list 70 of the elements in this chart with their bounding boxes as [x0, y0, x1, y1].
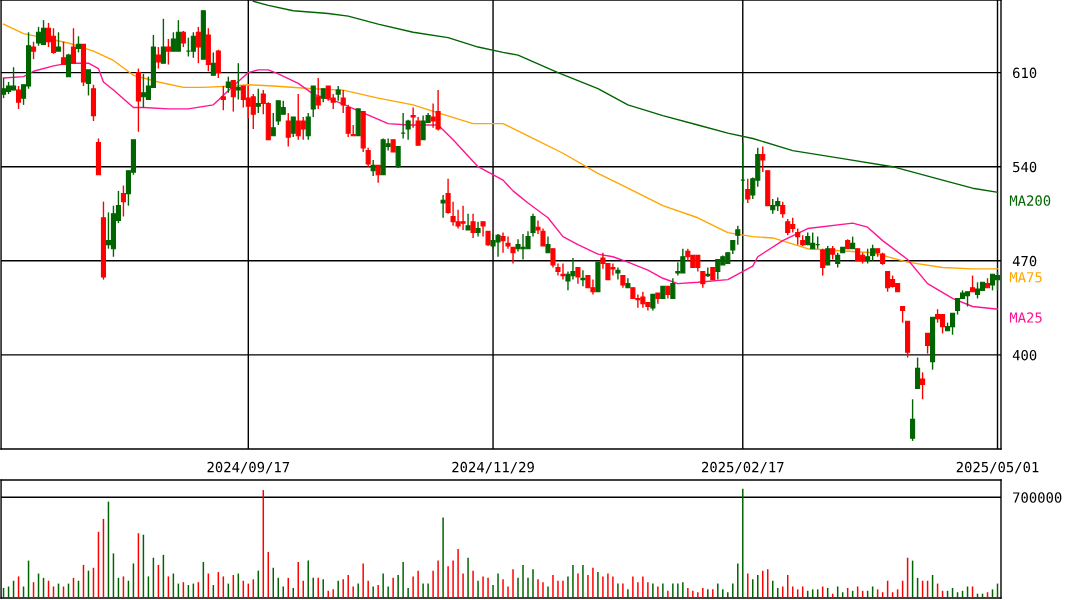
candlestick: [270, 112, 276, 137]
candlestick: [465, 213, 471, 231]
candlestick: [310, 85, 316, 118]
candlestick: [155, 46, 161, 70]
candlestick: [925, 332, 931, 355]
candlestick: [40, 19, 47, 46]
x-tick-label: 2024/09/17: [207, 461, 290, 474]
candlestick: [35, 26, 42, 47]
y-tick-label: 610: [1013, 67, 1037, 79]
candlestick: [175, 19, 181, 52]
y-tick-label: 400: [1012, 349, 1037, 361]
candlestick: [715, 258, 721, 281]
x-tick-label: 2024/11/29: [452, 461, 534, 474]
candlestick: [885, 270, 891, 293]
candlestick: [255, 88, 261, 114]
candlestick: [825, 245, 831, 266]
x-tick-label: 2025/05/01: [956, 461, 1039, 474]
candlestick: [370, 159, 376, 177]
candlestick: [70, 27, 77, 64]
candlestick: [615, 266, 621, 281]
candlestick: [215, 49, 221, 79]
y-tick-label: 540: [1013, 161, 1037, 173]
candlestick: [475, 221, 481, 238]
candlestick: [580, 269, 586, 288]
candlestick: [340, 89, 346, 114]
line-series: [2, 23, 999, 270]
candlestick: [670, 277, 676, 300]
x-tick-label: 2025/02/17: [702, 461, 784, 474]
candlestick: [915, 356, 921, 390]
candlestick: [315, 77, 321, 110]
candlestick: [920, 371, 926, 400]
candlestick: [470, 213, 476, 239]
candlestick: [210, 51, 216, 76]
candlestick: [300, 116, 306, 141]
series-label: MA25: [1009, 312, 1042, 323]
candlestick: [190, 31, 196, 59]
series-label: MA75: [1009, 272, 1042, 283]
candlestick: [60, 40, 67, 66]
candlestick: [440, 194, 446, 219]
candlestick: [120, 184, 126, 218]
candlestick: [160, 18, 166, 64]
candlestick: [395, 145, 401, 169]
candlestick: [15, 85, 22, 110]
candlestick: [290, 116, 296, 138]
candlestick: [235, 62, 241, 101]
candlestick: [1, 77, 7, 99]
y-tick-label: 470: [1012, 255, 1037, 267]
candlestick: [735, 225, 741, 246]
candlestick: [195, 26, 201, 64]
candlestick: [745, 178, 751, 204]
candlestick: [949, 312, 956, 336]
candlestick: [165, 38, 171, 66]
candlestick: [910, 398, 916, 442]
candlestick: [305, 112, 311, 141]
candlestick: [994, 270, 1001, 292]
candlestick: [220, 85, 226, 111]
series-label: MA200: [1009, 195, 1051, 206]
y-tick-label: 700000: [1013, 492, 1062, 503]
candlestick: [285, 112, 291, 148]
candlestick: [230, 79, 236, 113]
candlestick: [820, 248, 826, 277]
candlestick: [705, 266, 711, 278]
line-series: [252, 0, 999, 193]
candlestick: [10, 66, 17, 91]
candlestick: [55, 31, 62, 52]
candlestick: [85, 69, 92, 97]
candlestick: [760, 145, 766, 173]
candlestick: [50, 27, 57, 55]
candlestick: [250, 93, 256, 130]
candlestick: [105, 211, 112, 250]
